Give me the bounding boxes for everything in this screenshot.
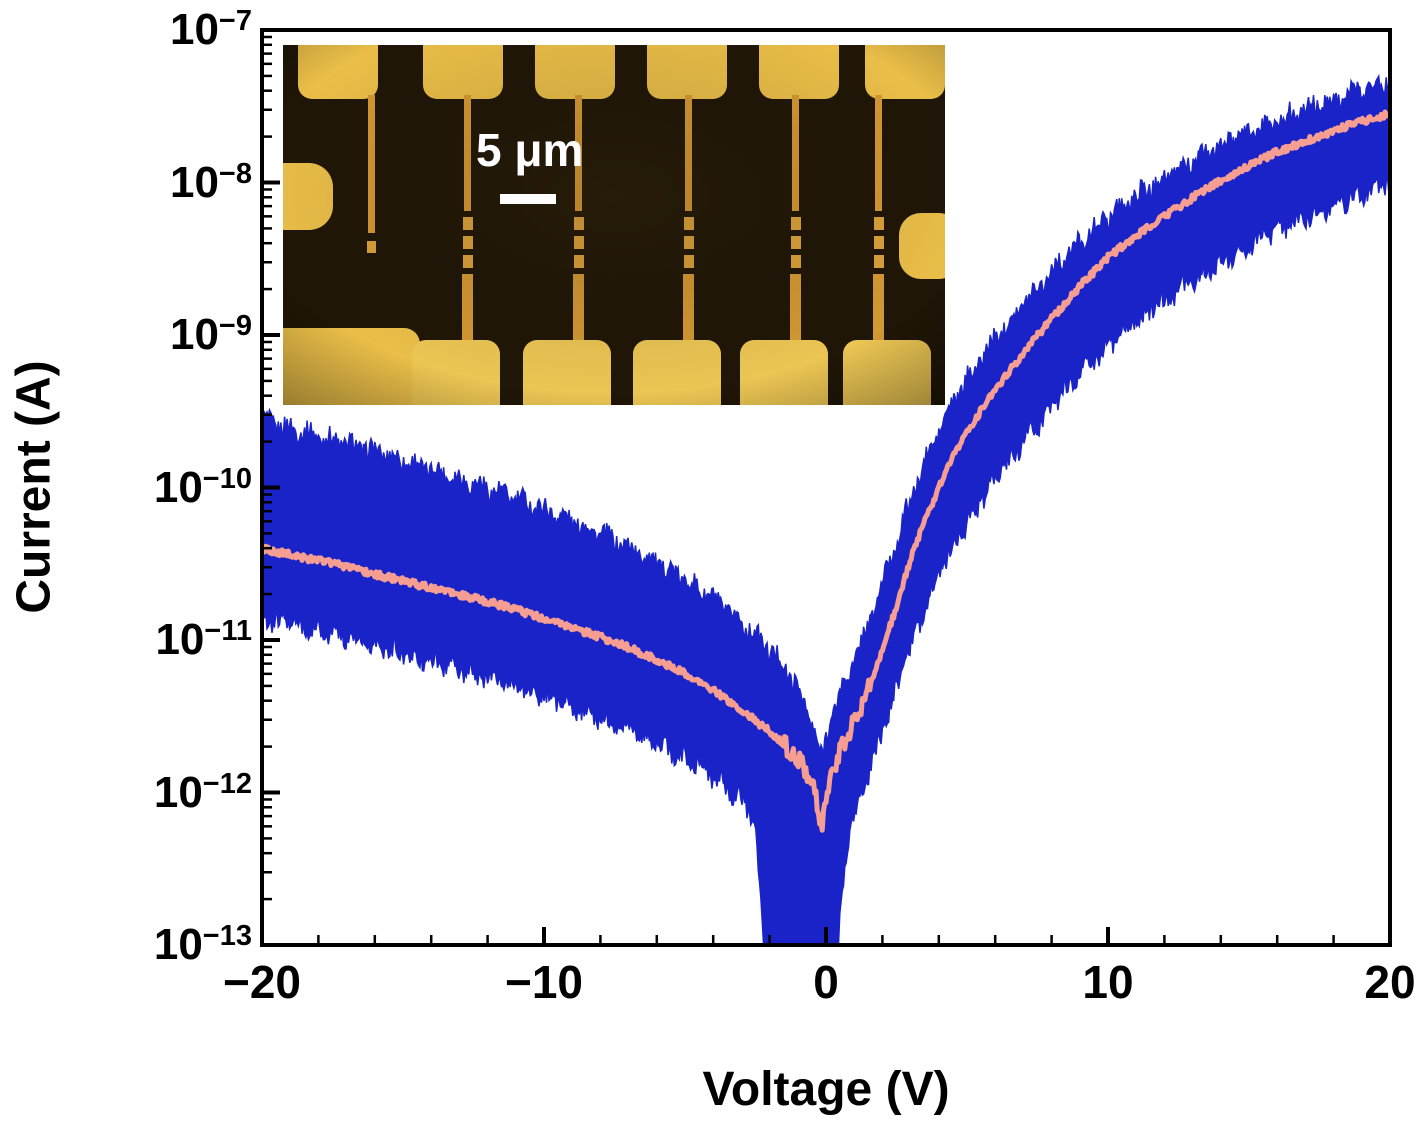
y-axis-title: Current (A) <box>7 360 61 614</box>
envelope-band <box>262 73 1390 945</box>
scale-bar <box>500 194 556 204</box>
micrograph-vignette <box>283 45 945 405</box>
device-micrograph-inset: 5 μm <box>283 45 945 405</box>
device-micrograph <box>283 45 945 405</box>
x-axis-title: Voltage (V) <box>702 1063 950 1116</box>
plot-frame <box>260 28 1392 947</box>
scale-bar-label: 5 μm <box>476 124 584 176</box>
mean-curve <box>262 109 1390 833</box>
